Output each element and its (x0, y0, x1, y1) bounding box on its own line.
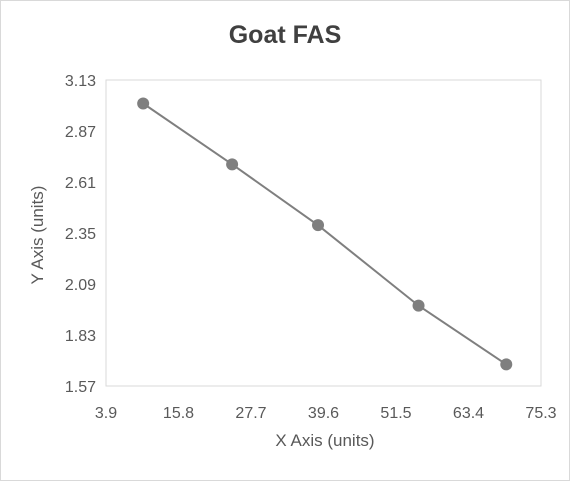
plot-area (105, 79, 542, 387)
y-tick-label: 1.57 (65, 379, 96, 396)
x-tick-label: 39.6 (308, 405, 339, 422)
chart-title: Goat FAS (229, 21, 342, 49)
x-tick-label: 63.4 (453, 405, 484, 422)
x-tick-label: 27.7 (235, 405, 266, 422)
x-tick-label: 51.5 (380, 405, 411, 422)
x-tick-label: 75.3 (525, 405, 556, 422)
x-axis-label: X Axis (units) (275, 431, 374, 450)
y-tick-label: 2.35 (65, 226, 96, 243)
x-tick-label: 3.9 (95, 405, 117, 422)
data-point (500, 358, 513, 371)
y-tick-label: 2.87 (65, 124, 96, 141)
y-tick-label: 1.83 (65, 328, 96, 345)
series-layer (137, 97, 513, 371)
x-tick-label: 15.8 (163, 405, 194, 422)
y-axis-label: Y Axis (units) (28, 186, 47, 285)
x-tick-labels: 3.9 15.8 27.7 39.6 51.5 63.4 75.3 (95, 405, 557, 422)
data-point (412, 299, 425, 312)
y-tick-label: 3.13 (65, 73, 96, 90)
data-point (312, 219, 325, 232)
y-tick-label: 2.61 (65, 175, 96, 192)
y-tick-labels: 3.13 2.87 2.61 2.35 2.09 1.83 1.57 (65, 73, 96, 396)
data-point (137, 97, 150, 110)
series-line (142, 102, 507, 366)
data-point (226, 158, 239, 171)
y-tick-label: 2.09 (65, 277, 96, 294)
